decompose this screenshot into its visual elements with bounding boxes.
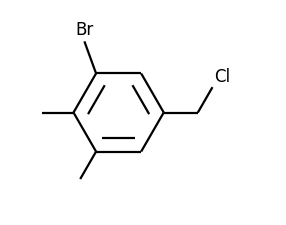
Text: Br: Br xyxy=(75,21,94,39)
Text: Cl: Cl xyxy=(214,68,230,86)
